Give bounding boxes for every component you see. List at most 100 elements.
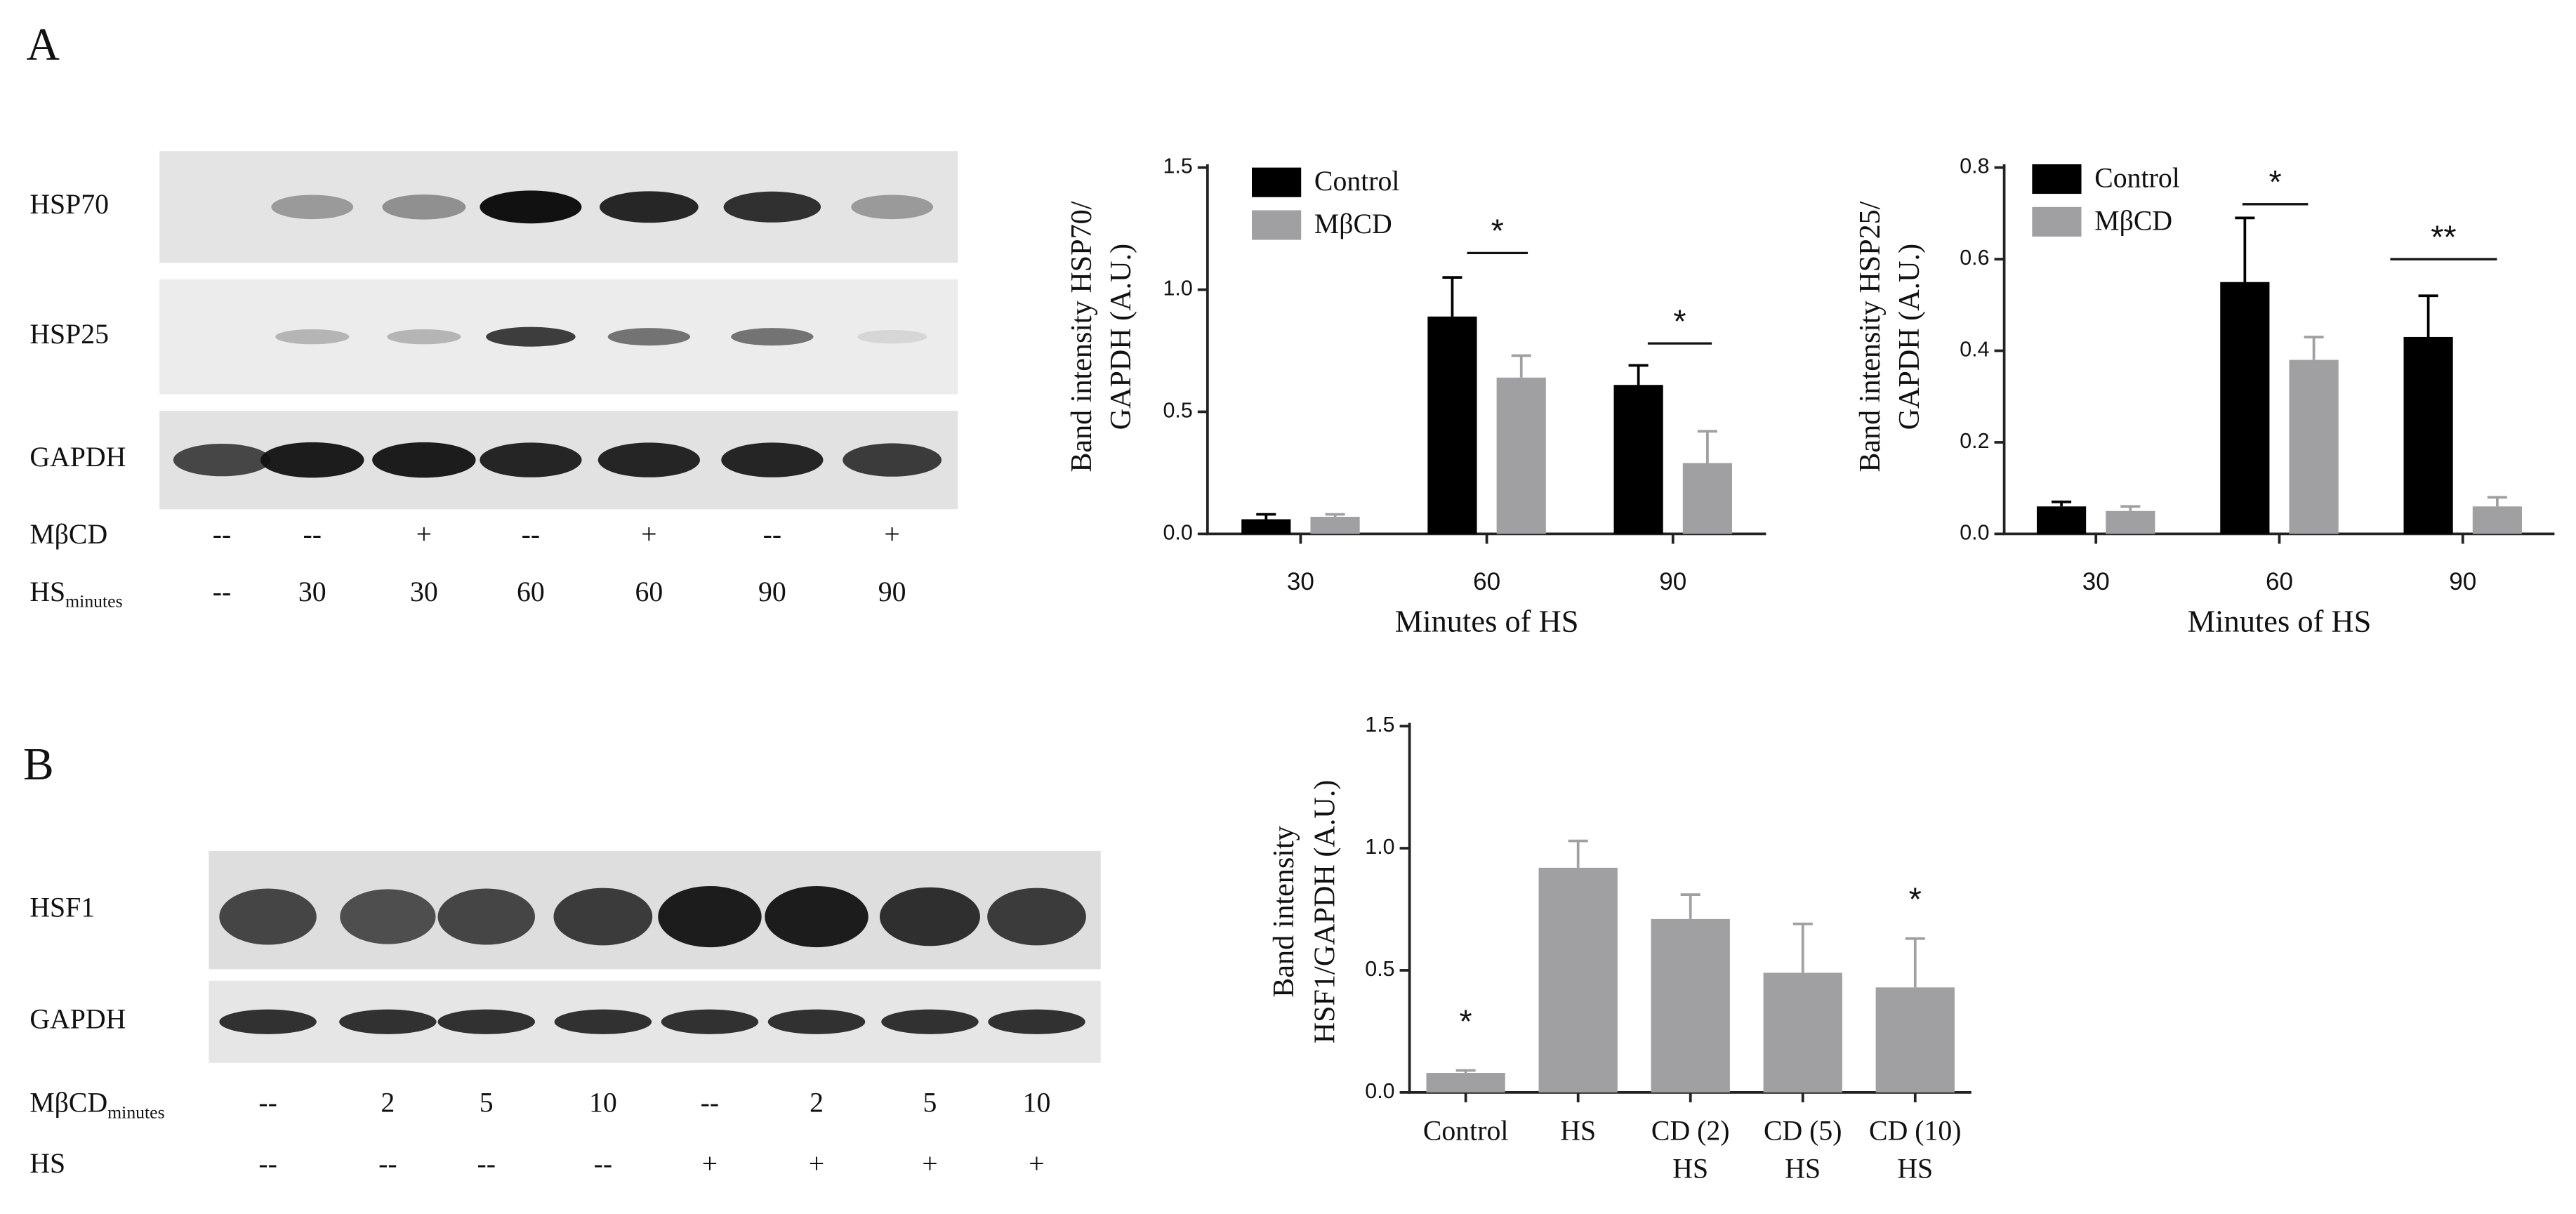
condition-value: 30 (298, 576, 326, 607)
y-tick-label: 1.5 (1365, 713, 1394, 737)
error-bar (2304, 336, 2324, 360)
blot-row-label: HSF1 (29, 892, 95, 923)
y-axis-label: Band intensity HSP25/ (1854, 201, 1887, 472)
y-tick-label: 0.4 (1960, 338, 1989, 362)
blot-row-label: HSP25 (29, 319, 109, 350)
blot-band (661, 1009, 759, 1034)
significance-marker: * (1491, 213, 1504, 249)
blot-band (271, 194, 354, 220)
bar (2106, 510, 2155, 534)
condition-value: -- (763, 519, 782, 550)
condition-value: + (702, 1148, 718, 1179)
legend-label: MβCD (1314, 209, 1392, 239)
condition-label: HS (29, 1148, 65, 1179)
x-tick-label: 30 (1287, 568, 1314, 595)
x-tick-label: Control (1423, 1115, 1509, 1146)
condition-value: 5 (480, 1088, 494, 1119)
error-bar (1442, 276, 1462, 317)
x-tick-label: 60 (1473, 568, 1500, 595)
x-tick-label: 60 (2266, 568, 2293, 595)
condition-name: HS (29, 1148, 65, 1179)
error-bar (1628, 364, 1649, 385)
y-tick-label: 0.0 (1960, 520, 1989, 544)
blot-band (987, 888, 1086, 946)
blot-band (480, 190, 582, 224)
legend-label: Control (1314, 166, 1400, 197)
x-tick-label: CD (10) (1869, 1115, 1961, 1146)
condition-value: -- (522, 519, 541, 550)
x-axis-label: Minutes of HS (1395, 603, 1579, 638)
y-tick-label: 0.6 (1960, 246, 1989, 270)
y-axis-label: HSF1/GAPDH (A.U.) (1308, 780, 1341, 1044)
y-axis-label: GAPDH (A.U.) (1104, 244, 1137, 430)
condition-value: -- (303, 519, 322, 550)
x-tick-label: CD (2) (1651, 1115, 1730, 1146)
blot-band (607, 328, 691, 346)
y-tick-label: 1.0 (1163, 277, 1193, 301)
condition-label: MβCD (29, 519, 107, 550)
bar (1427, 316, 1477, 534)
blot-band (260, 442, 364, 478)
significance-marker: * (2269, 164, 2282, 200)
blot-band (767, 1009, 866, 1034)
condition-value: -- (594, 1148, 613, 1179)
blot-band (480, 442, 582, 477)
condition-value: + (416, 519, 432, 550)
legend-swatch (2032, 164, 2082, 194)
legend-swatch (1252, 210, 1302, 240)
condition-value: 10 (1023, 1088, 1051, 1119)
condition-name: MβCD (29, 1088, 107, 1119)
bar (1763, 972, 1842, 1093)
blot-band (723, 191, 821, 223)
y-tick-label: 1.5 (1163, 154, 1193, 178)
condition-value: -- (477, 1148, 496, 1179)
condition-label: HSminutes (29, 576, 122, 611)
condition-value: 2 (810, 1088, 824, 1119)
blot-row-label: GAPDH (29, 442, 126, 473)
significance-marker: * (1460, 1003, 1472, 1040)
bar (1875, 987, 1955, 1093)
y-tick-label: 0.0 (1163, 520, 1193, 544)
x-tick-label: 30 (2082, 568, 2110, 595)
error-bar (1680, 893, 1700, 919)
condition-name: HS (29, 576, 65, 607)
condition-value: + (884, 519, 899, 550)
blot-band (173, 443, 271, 477)
y-axis-label: Band intensity HSP70/ (1065, 201, 1098, 472)
bar (2472, 506, 2522, 534)
y-axis-label: Band intensity (1267, 826, 1300, 997)
condition-value: 60 (517, 576, 545, 607)
blot-band (553, 888, 653, 946)
condition-value: -- (258, 1088, 277, 1119)
blot-band (437, 888, 536, 945)
condition-value: 10 (589, 1088, 617, 1119)
bar (1310, 517, 1360, 534)
condition-value: + (922, 1148, 937, 1179)
panel-label: B (23, 739, 54, 790)
legend-swatch (2032, 206, 2082, 237)
x-tick-label: HS (1560, 1115, 1596, 1146)
blot-band (275, 329, 350, 345)
condition-value: 5 (923, 1088, 937, 1119)
error-bar (2487, 496, 2507, 507)
error-bar (1697, 430, 1717, 463)
condition-value: 2 (381, 1088, 395, 1119)
x-tick-label: 90 (1659, 568, 1686, 595)
blot-band (219, 1009, 317, 1034)
blot-band (600, 191, 699, 223)
error-bar (2052, 500, 2072, 507)
error-bar (2235, 216, 2255, 282)
bar (1682, 463, 1732, 534)
condition-value: -- (378, 1148, 397, 1179)
y-tick-label: 1.0 (1365, 835, 1394, 859)
x-axis-label: Minutes of HS (2188, 603, 2372, 638)
error-bar (2418, 294, 2438, 337)
condition-value: -- (258, 1148, 277, 1179)
condition-value: -- (213, 519, 232, 550)
error-bar (2120, 505, 2141, 511)
blot-band (554, 1009, 652, 1034)
bar (1426, 1073, 1505, 1093)
significance-marker: * (1909, 881, 1922, 918)
condition-label: MβCDminutes (29, 1088, 164, 1122)
